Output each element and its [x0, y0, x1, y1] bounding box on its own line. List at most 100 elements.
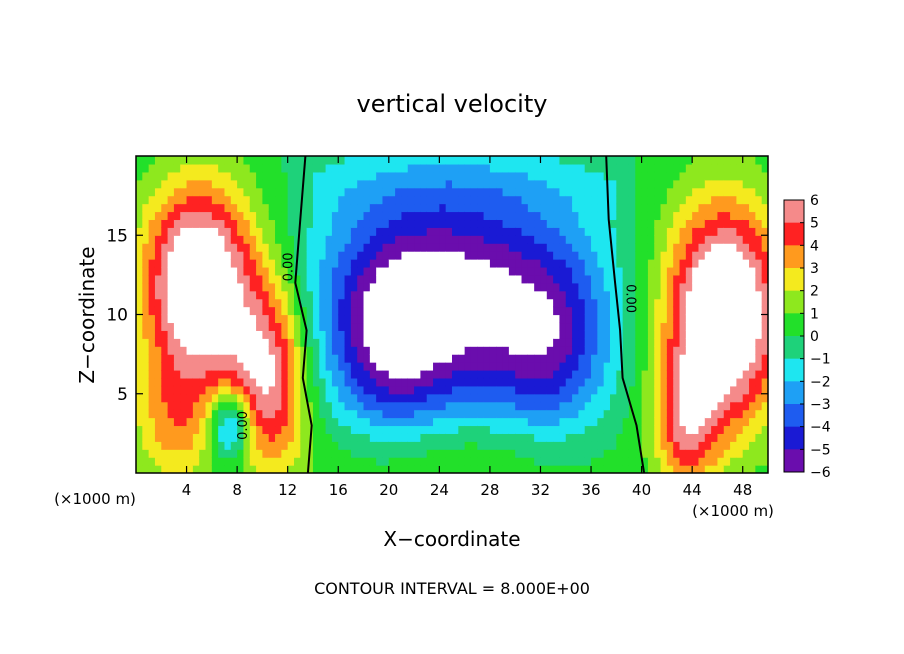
heat-cell: [401, 266, 409, 276]
heat-cell: [249, 282, 257, 292]
heat-cell: [300, 409, 308, 419]
heat-cell: [369, 346, 377, 355]
heat-cell: [553, 338, 561, 347]
heat-cell: [325, 433, 333, 442]
heat-cell: [591, 346, 598, 355]
heat-cell: [180, 156, 188, 165]
heat-cell: [230, 322, 238, 331]
heat-cell: [218, 243, 226, 252]
heat-cell: [458, 290, 466, 300]
heat-cell: [660, 298, 668, 308]
heat-cell: [243, 441, 251, 450]
heat-cell: [243, 243, 251, 252]
heat-cell: [622, 274, 630, 284]
heat-cell: [704, 298, 712, 308]
heat-cell: [363, 274, 371, 284]
heat-cell: [742, 187, 750, 197]
heat-cell: [224, 322, 232, 331]
heat-cell: [698, 322, 706, 331]
heat-cell: [749, 171, 756, 181]
heat-cell: [591, 330, 598, 339]
heat-cell: [534, 179, 542, 189]
heat-cell: [584, 259, 592, 268]
heat-cell: [591, 425, 598, 434]
heat-cell: [647, 338, 655, 347]
heat-cell: [749, 266, 756, 276]
heat-cell: [616, 362, 624, 371]
heat-cell: [679, 433, 687, 442]
heat-cell: [622, 259, 630, 268]
heat-cell: [407, 354, 415, 363]
heat-cell: [572, 354, 579, 363]
heat-cell: [515, 282, 523, 292]
heat-cell: [666, 171, 674, 181]
heat-cell: [755, 330, 763, 339]
heat-cell: [704, 465, 712, 473]
heat-cell: [496, 179, 504, 189]
heat-cell: [628, 330, 636, 339]
heat-cell: [395, 441, 403, 450]
heat-cell: [565, 362, 573, 371]
heat-cell: [540, 338, 548, 347]
heat-cell: [230, 211, 238, 221]
heat-cell: [154, 393, 162, 403]
heat-cell: [635, 465, 643, 473]
heat-cell: [243, 433, 251, 442]
heat-cell: [300, 235, 308, 244]
heat-cell: [312, 219, 320, 228]
heat-cell: [325, 171, 333, 181]
heat-cell: [540, 203, 548, 213]
heat-cell: [578, 385, 586, 395]
heat-cell: [534, 409, 542, 419]
heat-cell: [527, 179, 535, 189]
heat-cell: [344, 259, 352, 268]
heat-cell: [237, 322, 245, 331]
heat-cell: [749, 314, 756, 324]
heat-cell: [591, 393, 598, 403]
heat-cell: [218, 346, 226, 355]
heat-cell: [426, 171, 434, 181]
heat-cell: [186, 393, 194, 403]
heat-cell: [192, 163, 200, 173]
heat-cell: [534, 298, 542, 308]
heat-cell: [666, 156, 674, 165]
heat-cell: [388, 425, 396, 434]
heat-cell: [407, 179, 415, 189]
heat-cell: [331, 274, 339, 284]
heat-cell: [508, 195, 516, 205]
heat-cell: [749, 354, 756, 363]
heat-cell: [376, 156, 384, 165]
heat-cell: [452, 235, 459, 244]
heat-cell: [205, 179, 213, 189]
heat-cell: [445, 290, 453, 300]
heat-cell: [262, 203, 270, 213]
heat-cell: [180, 290, 188, 300]
heat-cell: [350, 187, 358, 197]
heat-cell: [142, 171, 150, 181]
heat-cell: [287, 298, 295, 308]
heat-cell: [281, 243, 289, 252]
heat-cell: [445, 251, 453, 260]
heat-cell: [730, 266, 737, 276]
heat-cell: [534, 354, 542, 363]
heat-cell: [565, 354, 573, 363]
heat-cell: [350, 385, 358, 395]
heat-cell: [331, 314, 339, 324]
heat-cell: [496, 306, 504, 316]
heat-cell: [692, 156, 700, 165]
heat-cell: [439, 187, 447, 197]
heat-cell: [685, 179, 693, 189]
heat-cell: [483, 259, 491, 268]
heat-cell: [154, 235, 162, 244]
heat-cell: [256, 425, 263, 434]
heat-cell: [148, 274, 156, 284]
heat-cell: [262, 187, 270, 197]
heat-cell: [136, 362, 143, 371]
heat-cell: [622, 433, 630, 442]
heat-cell: [736, 306, 744, 316]
heat-cell: [679, 243, 687, 252]
heat-cell: [534, 282, 542, 292]
heat-cell: [369, 195, 377, 205]
heat-cell: [445, 274, 453, 284]
heat-cell: [736, 449, 744, 458]
